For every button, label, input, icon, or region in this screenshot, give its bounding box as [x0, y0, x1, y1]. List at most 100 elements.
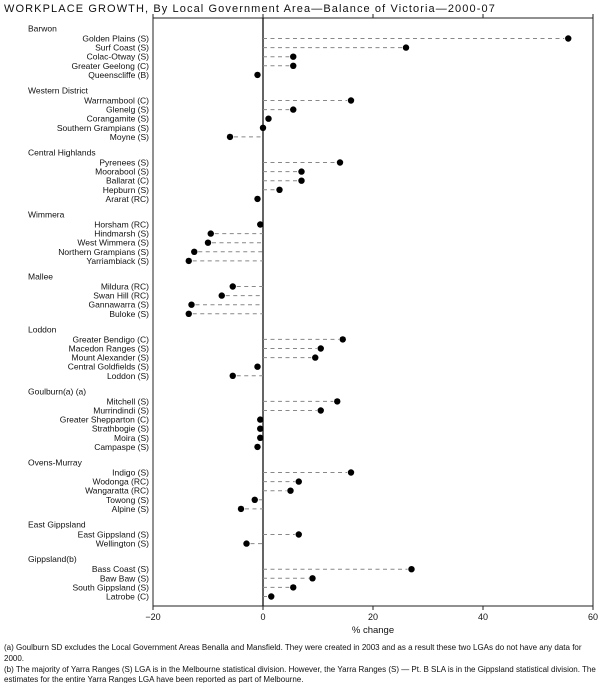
data-point [290, 106, 297, 113]
data-point [257, 434, 264, 441]
lga-label: Wodonga (RC) [92, 477, 149, 487]
lga-label: Murrindindi (S) [93, 406, 149, 416]
data-point [257, 416, 264, 423]
lga-label: Greater Bendigo (C) [72, 334, 149, 344]
plot-frame [152, 17, 594, 607]
lga-label: Colac-Otway (S) [87, 52, 150, 62]
data-point [339, 336, 346, 343]
lga-label: Central Goldfields (S) [68, 362, 149, 372]
lga-label: Ballarat (C) [106, 176, 149, 186]
data-point [226, 133, 234, 141]
footnotes: (a) Goulburn SD excludes the Local Gover… [4, 643, 600, 683]
lga-label: Greater Geelong (C) [72, 61, 150, 71]
data-point [334, 398, 341, 405]
group-label: East Gippsland [28, 520, 86, 530]
lga-label: Pyrenees (S) [99, 158, 149, 168]
lga-label: Loddon (S) [107, 371, 149, 381]
data-point [207, 230, 214, 237]
lga-label: Campaspe (S) [94, 442, 149, 452]
x-tick-label: 40 [478, 612, 488, 622]
chart-title: WORKPLACE GROWTH, By Local Government Ar… [4, 3, 496, 15]
group-label: Goulburn(a) (a) [28, 386, 86, 396]
lga-label: Baw Baw (S) [100, 573, 149, 583]
lga-label: West Wimmera (S) [77, 238, 149, 248]
data-point [309, 575, 316, 582]
data-point [347, 469, 355, 476]
lga-label: Yarriambiack (S) [86, 256, 149, 266]
data-point [229, 372, 236, 379]
footnote-b: (b) The majority of Yarra Ranges (S) LGA… [4, 664, 596, 683]
data-point [265, 115, 272, 122]
lga-label: Ararat (RC) [106, 194, 150, 204]
lga-label: Latrobe (C) [106, 592, 149, 602]
x-tick-label: −20 [145, 612, 160, 622]
group-label: Mallee [28, 272, 53, 282]
data-point [402, 44, 410, 51]
data-point [204, 239, 212, 246]
lga-label: Moorabool (S) [95, 167, 149, 177]
lga-label: Bass Coast (S) [92, 564, 149, 574]
lga-label: Indigo (S) [112, 468, 149, 478]
lga-label: Mildura (RC) [101, 282, 149, 292]
lga-label: Strathbogie (S) [92, 424, 149, 434]
group-label: Western District [28, 86, 88, 96]
lga-label: Swan Hill (RC) [93, 291, 149, 301]
group-label: Wimmera [28, 210, 65, 220]
lga-label: Towong (S) [106, 495, 149, 505]
data-point [336, 159, 344, 166]
data-point [254, 443, 261, 451]
data-point [229, 283, 236, 290]
x-tick-label: 0 [260, 612, 265, 622]
data-point [257, 221, 264, 228]
data-point [298, 168, 305, 175]
data-point [254, 71, 261, 79]
data-point [290, 62, 297, 69]
lga-label: Moyne (S) [110, 132, 149, 142]
lga-label: Northern Grampians (S) [58, 247, 149, 257]
data-point [298, 177, 305, 184]
data-point [287, 487, 294, 494]
data-point [185, 310, 192, 317]
data-point [251, 496, 258, 503]
x-tick-label: 20 [368, 612, 378, 622]
data-point [290, 53, 297, 60]
data-point [276, 186, 283, 193]
lga-label: Hepburn (S) [103, 185, 149, 195]
lga-label: Buloke (S) [109, 309, 149, 319]
lga-label: Greater Shepparton (C) [60, 415, 149, 425]
data-point [317, 407, 324, 414]
data-point [237, 505, 245, 513]
group-label: Ovens-Murray [28, 458, 83, 468]
data-point [290, 584, 297, 591]
lga-label: Warrnambool (C) [84, 96, 149, 106]
lga-label: Mitchell (S) [106, 396, 149, 406]
lga-label: South Gippsland (S) [72, 582, 149, 592]
lga-label: Moira (S) [114, 433, 149, 443]
group-label: Gippsland(b) [28, 554, 77, 564]
lga-label: East Gippsland (S) [78, 530, 150, 540]
data-point [243, 540, 250, 547]
lga-label: Queenscliffe (B) [88, 70, 149, 80]
data-point [295, 478, 302, 485]
data-point [268, 593, 275, 600]
lga-label: Southern Grampians (S) [57, 123, 149, 133]
group-label: Loddon [28, 324, 57, 334]
lga-label: Wellington (S) [96, 539, 149, 549]
group-label: Barwon [28, 24, 57, 34]
lga-label: Wangaratta (RC) [85, 486, 149, 496]
data-point [185, 257, 192, 265]
x-tick-label: 60 [588, 612, 598, 622]
data-point [317, 345, 324, 352]
data-point [257, 425, 264, 432]
lga-label: Surf Coast (S) [95, 43, 149, 53]
data-point [218, 292, 225, 299]
data-point [565, 35, 572, 42]
lga-label: Golden Plains (S) [82, 34, 149, 44]
dot-plot-chart: −20 0 20 40 60 % change Barwon Golden Plains (S… [28, 14, 598, 636]
lga-label: Macedon Ranges (S) [69, 344, 149, 354]
lga-label: Glenelg (S) [106, 105, 149, 115]
lga-label: Alpine (S) [112, 504, 149, 514]
data-point [312, 354, 319, 361]
data-point [347, 97, 355, 104]
